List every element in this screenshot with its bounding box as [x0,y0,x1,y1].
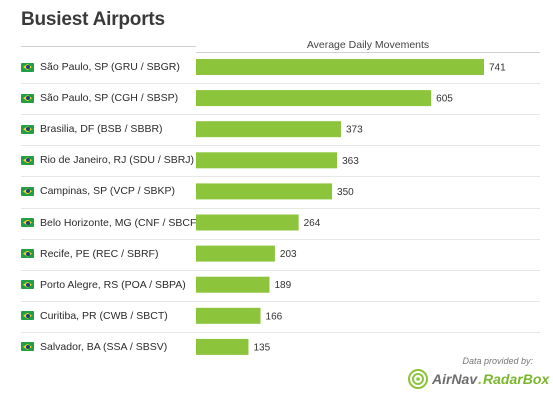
airport-row: Brasilia, DF (BSB / SBBR) [21,118,163,140]
bar [196,214,299,231]
airport-label: Brasilia, DF (BSB / SBBR) [40,123,163,136]
row-separator [21,238,540,240]
bar-value-label: 166 [266,311,283,322]
brazil-flag-icon [21,342,34,352]
data-credit-text: Data provided by: [462,356,533,366]
title-divider [21,46,196,47]
airport-label: Belo Horizonte, MG (CNF / SBCF) [40,216,200,229]
bar [196,338,249,355]
airport-row: Curitiba, PR (CWB / SBCT) [21,305,168,327]
airport-label: Curitiba, PR (CWB / SBCT) [40,309,168,322]
logo-text-separator: . [478,371,483,387]
bar [196,90,432,107]
airport-label: São Paulo, SP (CGH / SBSP) [40,92,179,105]
bar [196,183,333,200]
airport-row: Salvador, BA (SSA / SBSV) [21,336,167,358]
row-separator [21,145,540,147]
airport-row: São Paulo, SP (GRU / SBGR) [21,56,180,78]
logo-text-airnav: AirNav [432,371,478,387]
airport-label: Rio de Janeiro, RJ (SDU / SBRJ) [40,154,195,167]
bar-value-label: 203 [280,249,297,260]
row-separator [21,176,540,178]
brazil-flag-icon [21,93,34,103]
brazil-flag-icon [21,155,34,165]
logo-text-radarbox: RadarBox [483,371,550,387]
airport-row: Recife, PE (REC / SBRF) [21,243,158,265]
airport-row: Porto Alegre, RS (POA / SBPA) [21,274,186,296]
airport-row: Belo Horizonte, MG (CNF / SBCF) [21,212,200,234]
airport-row: Rio de Janeiro, RJ (SDU / SBRJ) [21,149,194,171]
chart-title: Busiest Airports [21,9,165,30]
row-separator [21,300,540,302]
airnav-radarbox-logo: AirNav . RadarBox [408,368,549,390]
bar-value-label: 605 [436,94,453,105]
bar-value-label: 741 [489,63,506,74]
header-divider [196,52,540,53]
series-label: Average Daily Movements [306,39,430,51]
bar [196,152,338,169]
brazil-flag-icon [21,124,34,134]
brazil-flag-icon [21,311,34,321]
airport-row: São Paulo, SP (CGH / SBSP) [21,87,178,109]
row-separator [21,207,540,209]
airport-label: Recife, PE (REC / SBRF) [40,247,159,260]
row-separator [21,114,540,116]
bar-value-label: 350 [337,187,354,198]
bar [196,121,341,138]
airnav-radarbox-logo-icon [408,369,428,389]
bar-value-label: 189 [274,280,291,291]
bar-value-label: 363 [342,156,359,167]
row-separator [21,83,540,85]
brazil-flag-icon [21,186,34,196]
bar [196,276,270,293]
brazil-flag-icon [21,62,34,72]
bar [196,59,484,75]
bar-value-label: 264 [304,218,321,229]
brazil-flag-icon [21,280,34,290]
bar [196,245,275,262]
bar-value-label: 373 [346,125,363,136]
row-separator [21,331,540,333]
airport-row: Campinas, SP (VCP / SBKP) [21,180,175,202]
airport-label: Salvador, BA (SSA / SBSV) [40,340,168,353]
airport-label: Campinas, SP (VCP / SBKP) [40,185,175,198]
brazil-flag-icon [21,249,34,259]
bar-value-label: 135 [253,342,270,353]
airport-label: São Paulo, SP (GRU / SBGR) [40,61,180,73]
bar [196,307,261,324]
airport-label: Porto Alegre, RS (POA / SBPA) [40,278,186,291]
brazil-flag-icon [21,218,34,227]
row-separator [21,269,540,271]
